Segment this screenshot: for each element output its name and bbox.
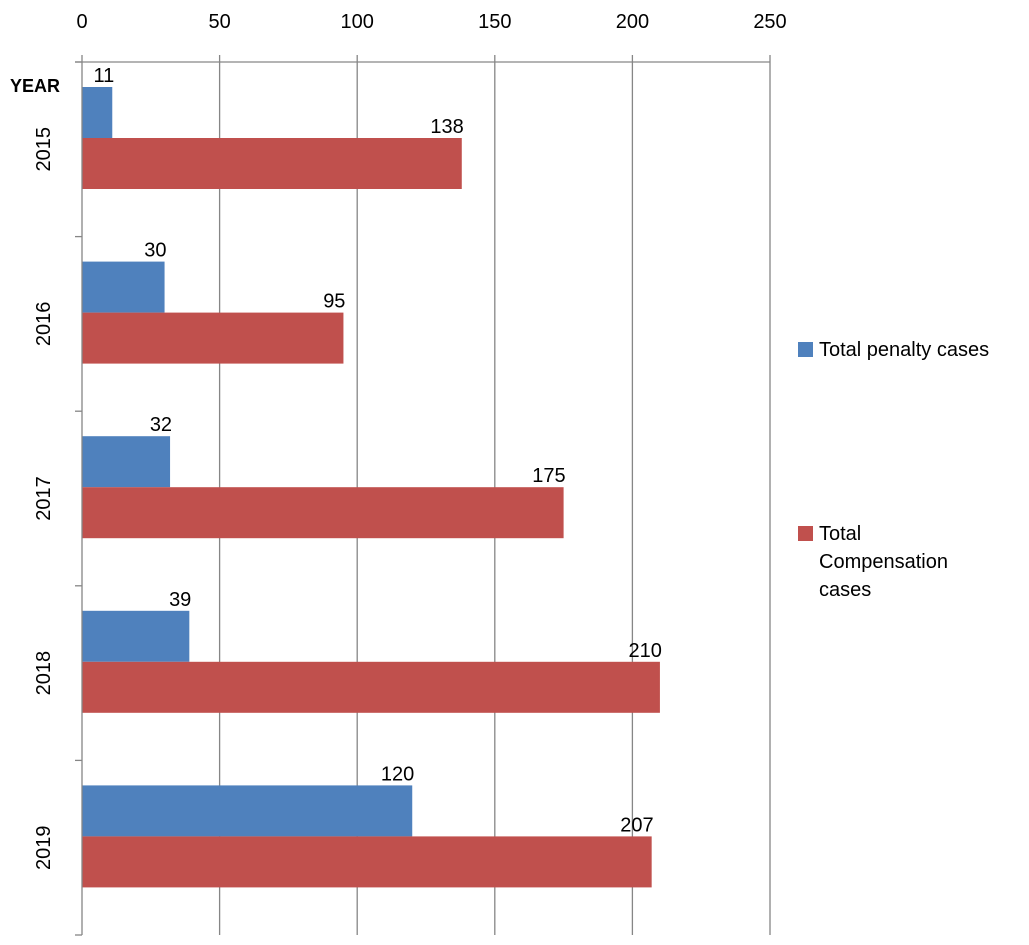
bar-2017-compensation [82,487,564,539]
data-label: 32 [150,414,172,436]
legend-label-compensation: Total Compensation cases [819,523,948,601]
x-tick-label: 0 [76,11,87,33]
x-tick-label: 150 [478,11,511,33]
bar-2015-penalty [82,87,113,138]
bar-2018-penalty [82,610,190,662]
data-label: 30 [144,240,166,262]
data-label: 120 [381,763,414,785]
bar-2018-compensation [82,661,660,713]
bar-2019-penalty [82,785,413,837]
legend-swatch-compensation [798,526,813,541]
y-tick-label: 2016 [33,302,55,347]
data-label: 175 [532,465,565,487]
y-tick-label: 2018 [33,651,55,696]
x-tick-label: 250 [753,11,786,33]
legend-label-penalty: Total penalty cases [819,339,990,361]
y-tick-label: 2017 [33,476,55,521]
data-label: 11 [94,65,115,87]
bar-2016-compensation [82,312,344,364]
x-tick-label: 50 [208,11,230,33]
bar-2019-compensation [82,836,652,888]
legend-swatch-penalty [798,342,813,357]
x-tick-label: 100 [341,11,374,33]
y-tick-label: 2019 [33,825,55,870]
data-label: 95 [323,291,345,313]
bar-2015-compensation [82,138,462,189]
data-label: 210 [629,640,662,662]
axes: 0 50 100 150 200 250 2015 2016 2017 2018 2019 [33,11,787,936]
bar-2016-penalty [82,261,165,313]
data-label: 138 [430,116,463,138]
bar-2017-penalty [82,436,171,488]
data-label: 39 [169,589,191,611]
legend-item-penalty: Total penalty cases [798,336,1018,364]
x-tick-label: 200 [616,11,649,33]
data-label: 207 [620,814,653,836]
legend-item-compensation: Total Compensation cases [798,520,968,604]
bars: 11 138 30 95 32 175 39 210 120 207 [82,65,662,888]
y-axis-title: YEAR [10,76,60,96]
y-tick-label: 2015 [33,127,55,172]
